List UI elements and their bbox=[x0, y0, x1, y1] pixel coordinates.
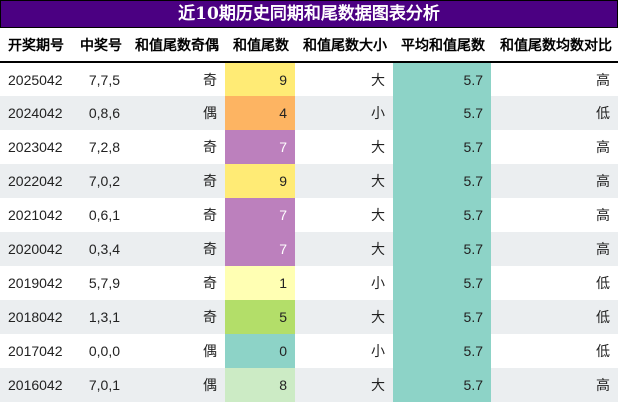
cell-size: 小 bbox=[295, 96, 393, 130]
cell-size: 小 bbox=[371, 275, 385, 291]
cell-numbers: 7,0,1 bbox=[72, 368, 128, 402]
cell-parity: 奇 bbox=[128, 232, 225, 266]
cell-numbers: 0,3,4 bbox=[72, 232, 128, 266]
cell-avg: 5.7 bbox=[393, 198, 491, 232]
cell-size: 大 bbox=[371, 139, 385, 155]
history-table: 开奖期号 中奖号 和值尾数奇偶 和值尾数 和值尾数大小 平均和值尾数 和值尾数均数对比 20… bbox=[0, 28, 618, 402]
cell-issue: 2024042 bbox=[0, 96, 72, 130]
table-row: 2017042 0,0,0 偶 0 小 5.7 低 bbox=[0, 334, 618, 368]
cell-tail: 7 bbox=[225, 198, 295, 232]
cell-issue: 2021042 bbox=[8, 207, 63, 223]
cell-numbers: 5,7,9 bbox=[88, 275, 120, 291]
table-row: 2016042 7,0,1 偶 8 大 5.7 高 bbox=[0, 368, 618, 402]
cell-avg: 5.7 bbox=[393, 266, 491, 300]
cell-issue: 2020042 bbox=[0, 232, 72, 266]
table-row: 2021042 0,6,1 奇 7 大 5.7 高 bbox=[0, 198, 618, 232]
cell-compare: 低 bbox=[491, 300, 618, 334]
cell-parity: 奇 bbox=[203, 71, 217, 88]
cell-size: 小 bbox=[371, 343, 385, 359]
column-header: 中奖号 bbox=[72, 28, 128, 63]
cell-numbers: 1,3,1 bbox=[72, 300, 128, 334]
cell-parity: 偶 bbox=[203, 343, 217, 359]
cell-issue: 2017042 bbox=[8, 343, 63, 359]
cell-tail: 9 bbox=[225, 164, 295, 198]
table-row: 2024042 0,8,6 偶 4 小 5.7 低 bbox=[0, 96, 618, 130]
cell-compare: 高 bbox=[596, 207, 610, 223]
cell-parity: 奇 bbox=[203, 275, 217, 291]
table-row: 2019042 5,7,9 奇 1 小 5.7 低 bbox=[0, 266, 618, 300]
cell-numbers: 0,8,6 bbox=[72, 96, 128, 130]
cell-compare: 高 bbox=[491, 368, 618, 402]
cell-tail: 4 bbox=[225, 96, 295, 130]
cell-compare: 低 bbox=[596, 343, 610, 359]
cell-numbers: 7,0,2 bbox=[72, 164, 128, 198]
cell-compare: 高 bbox=[491, 232, 618, 266]
column-header: 开奖期号 bbox=[0, 28, 72, 63]
column-header: 和值尾数大小 bbox=[295, 28, 393, 63]
cell-issue: 2018042 bbox=[0, 300, 72, 334]
cell-size: 大 bbox=[371, 71, 385, 88]
cell-compare: 低 bbox=[491, 96, 618, 130]
cell-avg: 5.7 bbox=[393, 300, 491, 334]
cell-issue: 2023042 bbox=[8, 139, 63, 155]
column-header: 和值尾数均数对比 bbox=[491, 28, 618, 63]
cell-tail: 7 bbox=[225, 130, 295, 164]
cell-avg: 5.7 bbox=[393, 232, 491, 266]
cell-size: 大 bbox=[295, 232, 393, 266]
cell-numbers: 0,6,1 bbox=[88, 207, 120, 223]
cell-parity: 奇 bbox=[128, 300, 225, 334]
cell-avg: 5.7 bbox=[393, 130, 491, 164]
cell-issue: 2025042 bbox=[8, 71, 63, 88]
cell-tail: 9 bbox=[225, 62, 295, 96]
table-row: 2025042 7,7,5 奇 9 大 5.7 高 bbox=[0, 62, 618, 96]
cell-numbers: 7,2,8 bbox=[88, 139, 120, 155]
cell-size: 大 bbox=[295, 164, 393, 198]
cell-size: 大 bbox=[371, 207, 385, 223]
cell-parity: 偶 bbox=[128, 96, 225, 130]
cell-avg: 5.7 bbox=[393, 334, 491, 368]
column-header: 和值尾数 bbox=[225, 28, 295, 63]
cell-tail: 1 bbox=[225, 266, 295, 300]
column-header: 和值尾数奇偶 bbox=[128, 28, 225, 63]
header-row: 开奖期号 中奖号 和值尾数奇偶 和值尾数 和值尾数大小 平均和值尾数 和值尾数均数对比 bbox=[0, 28, 618, 63]
cell-numbers: 7,7,5 bbox=[88, 71, 120, 88]
cell-numbers: 0,0,0 bbox=[88, 343, 120, 359]
cell-compare: 低 bbox=[596, 275, 610, 291]
column-header: 平均和值尾数 bbox=[393, 28, 491, 63]
cell-parity: 奇 bbox=[203, 139, 217, 155]
cell-tail: 5 bbox=[225, 300, 295, 334]
cell-parity: 奇 bbox=[128, 164, 225, 198]
cell-tail: 8 bbox=[225, 368, 295, 402]
cell-compare: 高 bbox=[491, 164, 618, 198]
cell-avg: 5.7 bbox=[393, 164, 491, 198]
cell-compare: 高 bbox=[596, 71, 610, 88]
table-row: 2022042 7,0,2 奇 9 大 5.7 高 bbox=[0, 164, 618, 198]
cell-size: 大 bbox=[295, 300, 393, 334]
cell-issue: 2016042 bbox=[0, 368, 72, 402]
cell-issue: 2022042 bbox=[0, 164, 72, 198]
table-row: 2020042 0,3,4 奇 7 大 5.7 高 bbox=[0, 232, 618, 266]
cell-size: 大 bbox=[295, 368, 393, 402]
cell-tail: 7 bbox=[225, 232, 295, 266]
cell-parity: 偶 bbox=[128, 368, 225, 402]
table-title: 近10期历史同期和尾数据图表分析 bbox=[0, 0, 618, 28]
cell-avg: 5.7 bbox=[393, 62, 491, 96]
table-row: 2018042 1,3,1 奇 5 大 5.7 低 bbox=[0, 300, 618, 334]
cell-compare: 高 bbox=[596, 139, 610, 155]
cell-issue: 2019042 bbox=[8, 275, 63, 291]
cell-avg: 5.7 bbox=[393, 96, 491, 130]
table-row: 2023042 7,2,8 奇 7 大 5.7 高 bbox=[0, 130, 618, 164]
cell-tail: 0 bbox=[225, 334, 295, 368]
cell-avg: 5.7 bbox=[393, 368, 491, 402]
cell-parity: 奇 bbox=[203, 207, 217, 223]
